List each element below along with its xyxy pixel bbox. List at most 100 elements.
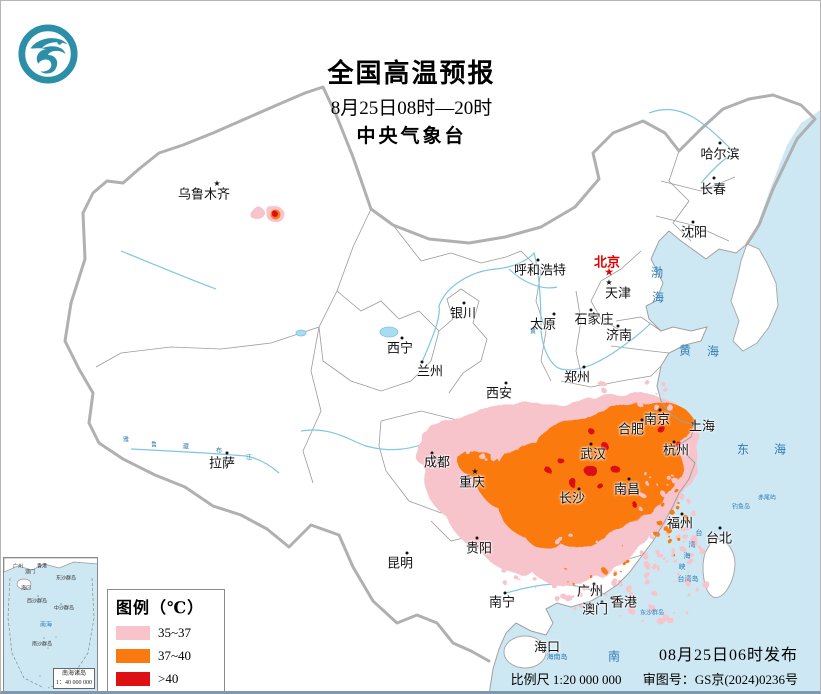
city-marker [658, 408, 662, 412]
sea-label: 海 [683, 552, 691, 560]
sea-label: 鲁 [150, 442, 158, 449]
city-marker [420, 360, 424, 364]
korea-landmass [730, 243, 779, 352]
city-label: 南宁 [488, 594, 516, 610]
sea-label: 台湾岛 [677, 575, 699, 583]
city-label: 乌鲁木齐 [177, 186, 231, 202]
city-marker [589, 308, 593, 312]
city-label: 呼和浩特 [513, 262, 567, 278]
city-marker [536, 258, 540, 262]
inset-caption: 南海诸岛 1：40 000 000 [52, 668, 95, 689]
coastline [489, 230, 748, 691]
heat-pink-urumqi-1 [249, 207, 265, 219]
city-marker: ★ [471, 467, 479, 476]
city-label: 重庆 [458, 474, 486, 490]
city-label: 武汉 [579, 446, 607, 462]
sea-label: 峡 [678, 563, 686, 571]
sea-label: 东 [736, 442, 750, 457]
city-marker [475, 536, 479, 540]
sea-area [489, 110, 820, 691]
heat-pink-chengdu [413, 438, 469, 468]
sea-label: 湾 [688, 541, 696, 549]
inset-label: 香港 [36, 564, 48, 570]
sea-label: 南 [607, 649, 621, 664]
legend-label: 35~37 [158, 625, 192, 640]
inset-map-graphic [4, 558, 97, 689]
taiwan-island [702, 538, 736, 599]
inset-label: 中沙群岛 [53, 606, 75, 612]
map-meta-line: 比例尺 1:20 000 000 审图号：GS京(2024)0236号 [511, 669, 798, 688]
city-marker [430, 451, 434, 455]
sea-label: 雅 [122, 437, 130, 444]
sea-label: 台 [695, 529, 703, 537]
legend-swatch [116, 649, 150, 663]
inset-label: 澳门 [24, 570, 36, 576]
approval-number: 审图号：GS京(2024)0236号 [642, 672, 798, 687]
city-marker [589, 442, 593, 446]
legend-title: 图例（℃） [116, 600, 205, 617]
city-marker: ★ [690, 419, 698, 428]
city-marker [712, 176, 716, 180]
city-label: 拉萨 [208, 455, 236, 471]
city-marker [405, 551, 409, 555]
inset-label: 东沙群岛 [55, 576, 77, 582]
heat-orange-region [455, 402, 696, 550]
city-marker [462, 301, 466, 305]
heat-regions [249, 206, 709, 624]
heat-speckles [461, 380, 709, 624]
city-label: 西宁 [386, 340, 414, 356]
city-label: 杭州 [662, 442, 690, 458]
city-label: 昆明 [386, 555, 414, 571]
city-marker [577, 487, 581, 491]
sea-label: 东沙群岛 [639, 610, 665, 617]
inset-label: 西沙群岛 [26, 599, 48, 605]
city-label: 南昌 [613, 481, 641, 497]
city-marker [400, 336, 404, 340]
hainan-island [503, 635, 547, 669]
legend-swatch [116, 626, 150, 640]
city-label: 上海 [688, 418, 716, 434]
sea-label: 海 [651, 290, 665, 305]
city-marker [600, 600, 604, 604]
sea-label: 渤 [650, 265, 664, 280]
inset-label: 海口 [20, 586, 32, 592]
city-label: 郑州 [563, 369, 591, 385]
city-marker [691, 220, 695, 224]
issue-time: 08月25日06时发布 [658, 647, 798, 664]
legend-swatch [116, 672, 150, 686]
city-label: 贵阳 [465, 540, 493, 556]
city-label: 合肥 [617, 421, 645, 437]
page-title: 全国高温预报 [327, 59, 496, 88]
sea-label: 布 [215, 448, 223, 455]
city-label: 沈阳 [680, 224, 708, 240]
city-marker [552, 312, 556, 316]
city-marker [627, 477, 631, 481]
city-label: 太原 [529, 316, 557, 332]
city-label: 济南 [605, 327, 633, 343]
city-label: 广州 [576, 583, 604, 599]
inset-label: 南海 [39, 622, 53, 629]
city-marker [504, 381, 508, 385]
city-label: 海口 [533, 639, 561, 655]
city-label: 兰州 [416, 363, 444, 379]
city-label: 长春 [699, 181, 727, 197]
city-marker [616, 324, 620, 328]
sea-label: 藏 [182, 444, 190, 451]
country-border [63, 85, 817, 663]
agency-name: 中央气象台 [356, 126, 467, 147]
city-marker [718, 141, 722, 145]
city-marker [610, 596, 614, 600]
city-label: 香港 [610, 594, 638, 610]
heat-red-spots [271, 210, 680, 510]
city-marker [672, 440, 676, 444]
city-label: 银川 [449, 305, 477, 321]
city-label: 澳门 [581, 601, 609, 617]
legend-label: >40 [158, 671, 179, 686]
legend-item: >40 [116, 671, 216, 687]
city-marker [537, 642, 541, 646]
sea-label: 海 [706, 344, 720, 359]
city-marker: ★ [605, 278, 613, 287]
sea-label: 钓鱼岛 [731, 504, 751, 511]
